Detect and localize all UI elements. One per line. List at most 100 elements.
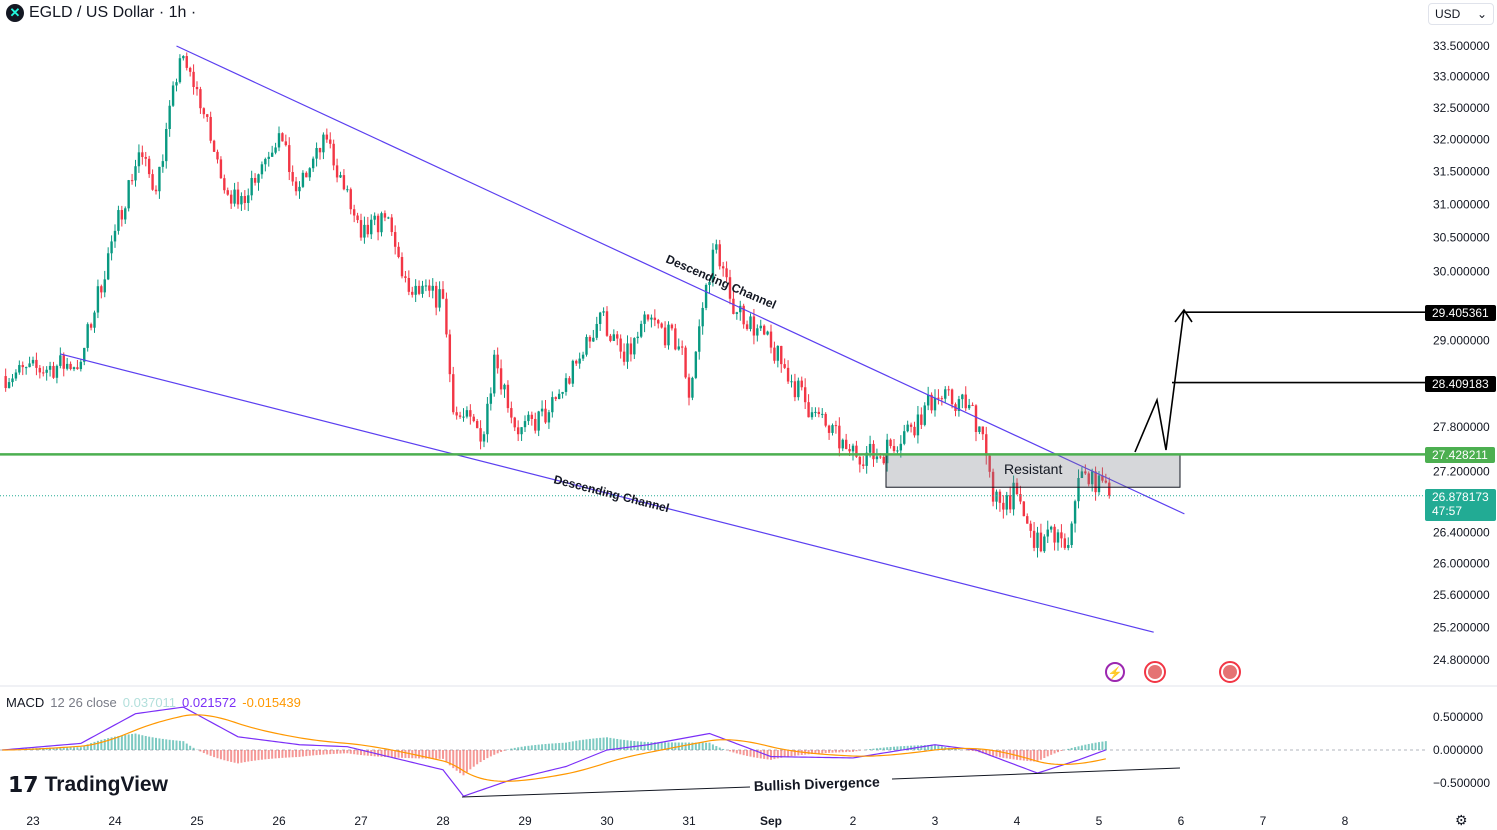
- macd-line: [2, 706, 1107, 797]
- candle-body: [547, 412, 551, 423]
- candle-body: [1019, 494, 1022, 502]
- macd-histogram-bar: [1039, 750, 1042, 760]
- macd-histogram-bar: [165, 739, 168, 750]
- price-axis-label: 30.000000: [1433, 264, 1490, 278]
- macd-histogram-bar: [1084, 744, 1087, 750]
- candle-body: [359, 220, 363, 238]
- macd-histogram-bar: [431, 750, 434, 759]
- macd-histogram-bar: [828, 750, 831, 753]
- macd-histogram-bar: [517, 747, 520, 750]
- macd-histogram-bar: [356, 750, 359, 755]
- macd-histogram-bar: [845, 750, 848, 753]
- candle-body: [38, 367, 42, 373]
- candle-body: [1097, 475, 1101, 493]
- candle-body: [55, 365, 59, 378]
- candle-body: [636, 336, 639, 339]
- macd-histogram-bar: [985, 750, 988, 755]
- macd-histogram-bar: [202, 750, 205, 754]
- candle-body: [475, 421, 479, 429]
- candle-body: [903, 431, 906, 444]
- macd-histogram-bar: [510, 748, 513, 750]
- price-axis-label: 25.600000: [1433, 588, 1490, 602]
- candle-body: [892, 446, 896, 452]
- candle-body: [421, 285, 424, 294]
- candle-body: [762, 325, 766, 335]
- macd-histogram-bar: [168, 739, 171, 750]
- candle-body: [745, 324, 749, 330]
- candle-body: [380, 213, 383, 233]
- last-price: 26.878173: [1432, 490, 1489, 504]
- candle-body: [619, 338, 622, 352]
- macd-histogram-bar: [896, 746, 899, 750]
- candle-body: [568, 378, 571, 384]
- macd-histogram-bar: [568, 741, 571, 750]
- macd-histogram-bar: [995, 750, 998, 757]
- candle-body: [899, 443, 903, 451]
- macd-histogram-bar: [237, 750, 239, 764]
- candle-body: [1090, 471, 1094, 485]
- macd-signal-value: -0.015439: [242, 695, 301, 710]
- candle-body: [226, 190, 229, 195]
- price-axis-label: 32.500000: [1433, 101, 1490, 115]
- candle-body: [178, 58, 182, 83]
- candle-body: [291, 172, 294, 182]
- macd-histogram-bar: [513, 747, 516, 750]
- macd-histogram-bar: [886, 747, 889, 750]
- candle-body: [855, 445, 858, 457]
- macd-histogram-bar: [267, 750, 270, 759]
- candle-body: [1043, 536, 1046, 552]
- candle-body: [639, 323, 643, 337]
- candle-body: [844, 439, 848, 450]
- macd-histogram-bar: [182, 741, 185, 750]
- settings-gear-icon[interactable]: ⚙: [1455, 812, 1468, 828]
- candle-body: [257, 174, 260, 183]
- candle-body: [496, 354, 499, 369]
- candle-body: [749, 316, 752, 330]
- candle-body: [725, 268, 728, 278]
- macd-histogram-bar: [141, 735, 144, 750]
- macd-histogram-bar: [684, 742, 687, 750]
- candle-body: [154, 189, 158, 192]
- symbol-header[interactable]: ✕ EGLD / US Dollar · 1h ·: [6, 4, 196, 22]
- candle-body: [393, 232, 397, 247]
- macd-histogram-bar: [807, 750, 810, 755]
- candle-body: [598, 312, 602, 324]
- price-axis-label: 27.800000: [1433, 420, 1490, 434]
- candle-body: [281, 133, 284, 142]
- candle-body: [1036, 532, 1039, 548]
- candle-body: [195, 86, 199, 90]
- macd-axis-label: −0.500000: [1433, 776, 1490, 790]
- macd-histogram-bar: [264, 750, 267, 760]
- macd-histogram-bar: [325, 750, 328, 755]
- candle-body: [578, 358, 581, 364]
- macd-histogram-bar: [742, 750, 745, 756]
- macd-histogram-bar: [49, 747, 52, 750]
- macd-histogram-bar: [934, 744, 936, 750]
- macd-histogram-bar: [329, 750, 332, 755]
- macd-histogram-bar: [172, 740, 175, 750]
- candle-body: [48, 365, 52, 370]
- candle-body: [223, 178, 226, 191]
- candle-body: [780, 345, 783, 365]
- macd-legend[interactable]: MACD 12 26 close 0.037011 0.021572 -0.01…: [6, 695, 301, 710]
- macd-histogram-bar: [144, 735, 147, 750]
- macd-histogram-bar: [250, 750, 253, 762]
- candle-body: [516, 427, 520, 435]
- price-axis-label: 29.000000: [1433, 334, 1490, 348]
- candle-body: [69, 363, 72, 370]
- macd-histogram-bar: [561, 742, 564, 750]
- macd-histogram-bar: [558, 743, 561, 750]
- macd-histogram-bar: [698, 742, 701, 750]
- macd-histogram-bar: [595, 738, 598, 750]
- macd-histogram-bar: [541, 744, 544, 750]
- candle-body: [595, 323, 598, 338]
- macd-histogram-bar: [489, 750, 492, 757]
- candle-body: [527, 414, 530, 422]
- candle-body: [752, 316, 756, 336]
- candle-body: [817, 411, 821, 414]
- candle-body: [602, 311, 605, 313]
- currency-select[interactable]: USD ⌄: [1428, 3, 1494, 25]
- candle-body: [913, 426, 916, 436]
- macd-histogram-bar: [554, 743, 557, 750]
